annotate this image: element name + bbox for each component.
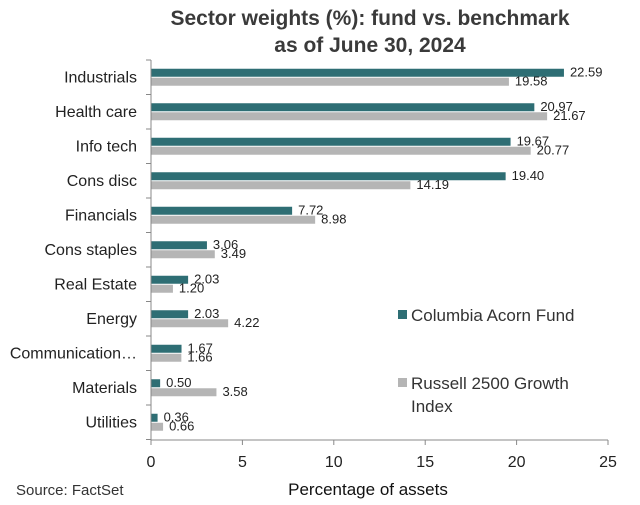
legend-label-benchmark-line1: Russell 2500 Growth	[411, 374, 569, 393]
fund-value-label-materials: 0.50	[166, 375, 191, 390]
fund-bar-financials	[151, 206, 293, 215]
benchmark-bar-energy	[151, 319, 229, 328]
x-tick-label-25: 25	[599, 454, 617, 471]
x-tick-label-5: 5	[238, 454, 247, 471]
fund-value-label-energy: 2.03	[194, 306, 219, 321]
benchmark-value-label-cons-staples: 3.49	[221, 246, 246, 261]
benchmark-value-label-industrials: 19.58	[515, 73, 548, 88]
fund-value-label-cons-staples: 3.06	[213, 237, 238, 252]
legend: Columbia Acorn Fund Russell 2500 Growth …	[398, 306, 574, 416]
category-label-financials: Financials	[65, 207, 137, 224]
legend-label-fund: Columbia Acorn Fund	[411, 306, 574, 325]
benchmark-bar-health-care	[151, 112, 548, 121]
fund-value-label-financials: 7.72	[298, 202, 323, 217]
benchmark-bar-real-estate	[151, 284, 173, 293]
fund-bar-industrials	[151, 68, 564, 77]
fund-value-label-communication: 1.67	[188, 340, 213, 355]
fund-bar-real-estate	[151, 275, 189, 284]
category-label-real-estate: Real Estate	[54, 276, 137, 293]
benchmark-value-label-real-estate: 1.20	[179, 280, 204, 295]
category-labels: Industrials Health care Info tech Cons disc…	[10, 69, 137, 431]
category-label-info-tech: Info tech	[76, 138, 137, 155]
x-tick-label-10: 10	[325, 454, 343, 471]
benchmark-bar-communication	[151, 353, 182, 362]
fund-value-label-industrials: 22.59	[570, 64, 603, 79]
benchmark-bar-cons-disc	[151, 181, 411, 190]
legend-swatch-benchmark	[398, 378, 407, 387]
source-note: Source: FactSet	[16, 482, 124, 499]
fund-bar-cons-disc	[151, 172, 506, 181]
fund-value-label-cons-disc: 19.40	[512, 168, 545, 183]
chart-title-line2: as of June 30, 2024	[274, 34, 466, 57]
bars-group	[151, 68, 564, 431]
benchmark-bar-financials	[151, 215, 316, 224]
benchmark-bar-utilities	[151, 422, 164, 431]
fund-bar-communication	[151, 344, 182, 353]
benchmark-value-label-energy: 4.22	[234, 315, 259, 330]
benchmark-value-label-utilities: 0.66	[169, 418, 194, 433]
x-tick-label-0: 0	[147, 454, 156, 471]
category-label-energy: Energy	[86, 311, 137, 328]
category-label-materials: Materials	[72, 380, 137, 397]
category-label-industrials: Industrials	[64, 69, 137, 86]
category-label-cons-disc: Cons disc	[67, 173, 137, 190]
benchmark-value-label-communication: 1.66	[187, 349, 212, 364]
fund-bar-health-care	[151, 103, 535, 112]
fund-bar-energy	[151, 310, 189, 319]
fund-value-label-health-care: 20.97	[540, 99, 573, 114]
category-label-cons-staples: Cons staples	[45, 242, 138, 259]
benchmark-bar-materials	[151, 388, 217, 397]
chart-title-line1: Sector weights (%): fund vs. benchmark	[170, 7, 569, 30]
fund-bar-info-tech	[151, 137, 511, 146]
benchmark-value-label-financials: 8.98	[321, 211, 346, 226]
fund-bar-materials	[151, 379, 161, 388]
benchmark-value-label-health-care: 21.67	[553, 108, 586, 123]
benchmark-value-label-info-tech: 20.77	[537, 142, 570, 157]
fund-value-label-info-tech: 19.67	[517, 133, 550, 148]
fund-bar-cons-staples	[151, 241, 207, 250]
fund-value-label-utilities: 0.36	[164, 409, 189, 424]
benchmark-value-label-materials: 3.58	[222, 384, 247, 399]
benchmark-bar-info-tech	[151, 146, 531, 155]
legend-label-benchmark-line2: Index	[411, 397, 453, 416]
x-tick-label-20: 20	[508, 454, 526, 471]
fund-bar-utilities	[151, 413, 158, 422]
x-tick-label-15: 15	[416, 454, 434, 471]
benchmark-value-label-cons-disc: 14.19	[416, 177, 449, 192]
benchmark-bar-cons-staples	[151, 250, 215, 259]
category-label-communication: Communication…	[10, 345, 137, 362]
x-axis-title: Percentage of assets	[288, 480, 448, 499]
fund-value-label-real-estate: 2.03	[194, 271, 219, 286]
legend-swatch-fund	[398, 310, 407, 319]
x-axis-ticks: 0 5 10 15 20 25	[146, 59, 617, 471]
benchmark-bar-industrials	[151, 77, 509, 86]
category-label-utilities: Utilities	[85, 414, 137, 431]
category-label-health-care: Health care	[55, 104, 137, 121]
